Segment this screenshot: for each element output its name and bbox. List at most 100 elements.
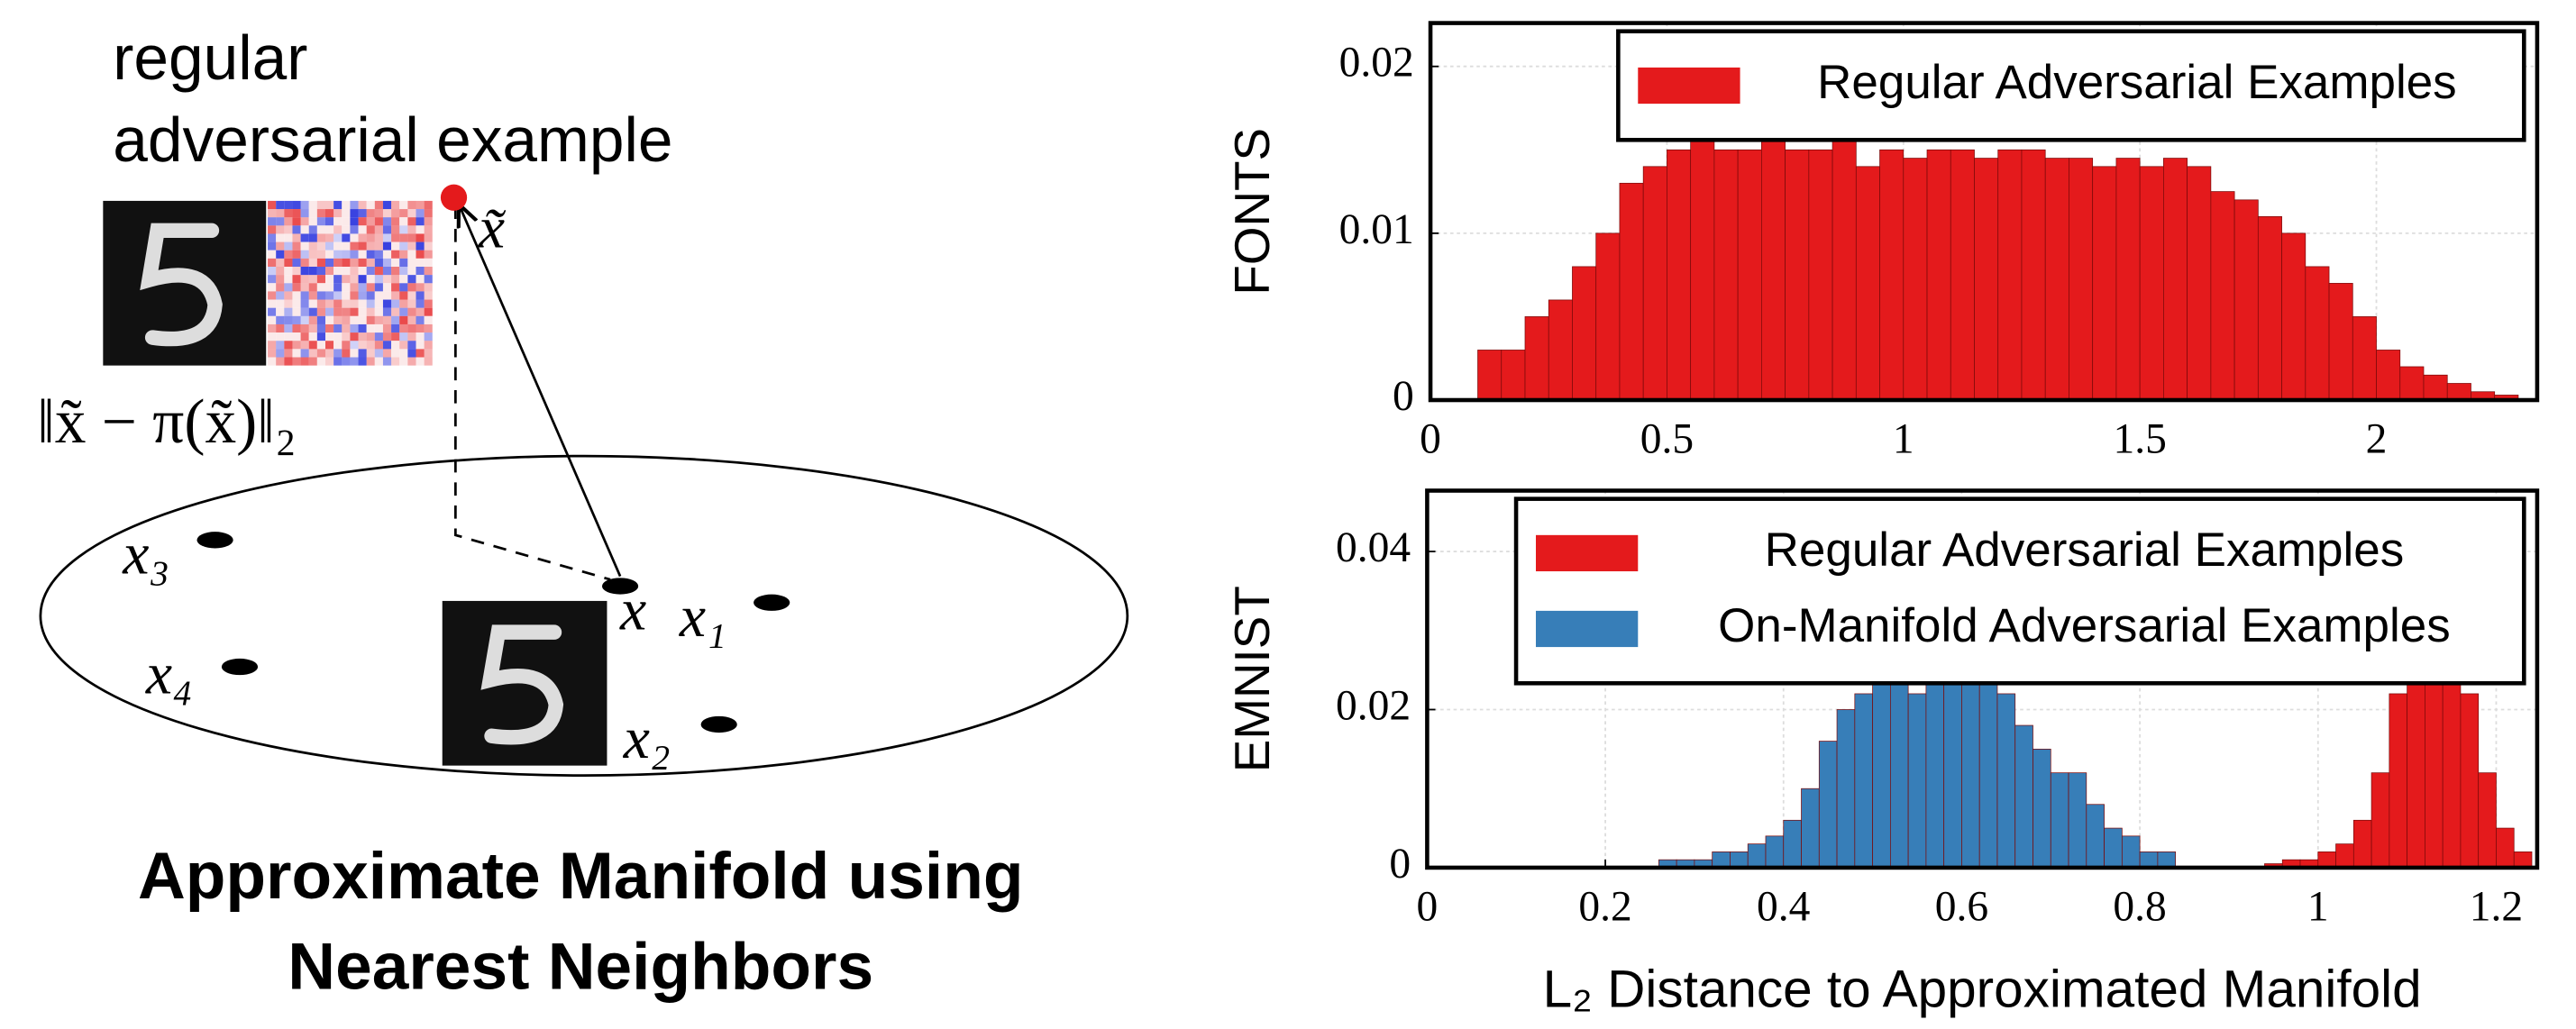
noise-pixel bbox=[399, 267, 408, 276]
noise-pixel bbox=[424, 225, 433, 234]
noise-pixel bbox=[424, 357, 433, 366]
bar bbox=[2068, 772, 2087, 869]
noise-pixel bbox=[308, 275, 317, 284]
noise-pixel bbox=[350, 241, 359, 250]
noise-pixel bbox=[350, 217, 359, 226]
noise-pixel bbox=[268, 233, 277, 242]
noise-pixel bbox=[407, 233, 416, 242]
bar bbox=[2104, 827, 2123, 869]
noise-pixel bbox=[366, 217, 375, 226]
noise-pixel bbox=[292, 341, 301, 350]
noise-pixel bbox=[358, 200, 367, 210]
noise-pixel bbox=[399, 307, 408, 316]
noise-pixel bbox=[350, 299, 359, 308]
noise-pixel bbox=[358, 217, 367, 226]
noise-pixel bbox=[284, 250, 293, 259]
noise-pixel bbox=[308, 241, 317, 250]
noise-pixel bbox=[292, 283, 301, 292]
noise-pixel bbox=[358, 291, 367, 300]
noise-pixel bbox=[284, 315, 293, 324]
y-axis-label: EMNIST bbox=[1224, 586, 1280, 772]
bar bbox=[1855, 166, 1880, 401]
noise-pixel bbox=[416, 357, 425, 366]
projection bbox=[453, 205, 611, 581]
noise-pixel bbox=[316, 241, 326, 250]
noise-pixel bbox=[366, 357, 375, 366]
noise-pixel bbox=[366, 341, 375, 350]
noise-pixel bbox=[416, 233, 425, 242]
noise-pixel bbox=[342, 315, 351, 324]
bar bbox=[1879, 149, 1905, 401]
noise-pixel bbox=[300, 291, 309, 300]
bar bbox=[1667, 149, 1692, 401]
bar bbox=[2210, 191, 2235, 401]
bar bbox=[1642, 166, 1667, 401]
noise-pixel bbox=[407, 258, 416, 268]
noise-pixel bbox=[342, 357, 351, 366]
noise-pixel bbox=[325, 341, 334, 350]
noise-pixel bbox=[350, 332, 359, 341]
noise-pixel bbox=[333, 291, 343, 300]
legend-box bbox=[1616, 29, 2526, 142]
noise-pixel bbox=[268, 250, 277, 259]
bar bbox=[1997, 149, 2023, 401]
noise-pixel bbox=[300, 275, 309, 284]
noise-pixel bbox=[284, 267, 293, 276]
noise-pixel bbox=[300, 241, 309, 250]
noise-pixel bbox=[342, 332, 351, 341]
noise-pixel bbox=[333, 323, 343, 333]
noise-pixel bbox=[382, 291, 392, 300]
noise-pixel bbox=[399, 315, 408, 324]
bar bbox=[1524, 316, 1549, 401]
noise-pixel bbox=[424, 267, 433, 276]
bar bbox=[1943, 678, 1962, 869]
noise-pixel bbox=[316, 200, 326, 210]
noise-pixel bbox=[333, 217, 343, 226]
bar bbox=[2305, 266, 2330, 401]
noise-pixel bbox=[366, 283, 375, 292]
noise-pixel bbox=[374, 315, 383, 324]
noise-pixel bbox=[325, 241, 334, 250]
noise-pixel bbox=[366, 241, 375, 250]
neighbor bbox=[196, 532, 233, 549]
noise-pixel bbox=[391, 209, 400, 218]
bar bbox=[2376, 350, 2401, 401]
noise-pixel bbox=[308, 233, 317, 242]
noise-pixel bbox=[358, 307, 367, 316]
noise-pixel bbox=[308, 291, 317, 300]
noise-pixel bbox=[391, 241, 400, 250]
noise-pixel bbox=[391, 341, 400, 350]
noise-pixel bbox=[382, 307, 392, 316]
noise-pixel bbox=[284, 283, 293, 292]
noise-pixel bbox=[399, 341, 408, 350]
bar bbox=[1477, 350, 1503, 401]
bar bbox=[1595, 232, 1621, 401]
noise-pixel bbox=[391, 283, 400, 292]
x-tick-label: 0.5 bbox=[1640, 415, 1694, 462]
noise-pixel bbox=[358, 299, 367, 308]
bar bbox=[2478, 772, 2497, 869]
bar bbox=[1765, 835, 1785, 869]
x-tick-label: 1 bbox=[2307, 883, 2329, 930]
noise-pixel bbox=[350, 307, 359, 316]
noise-pixel bbox=[300, 341, 309, 350]
noise-pixel bbox=[300, 332, 309, 341]
legend-label: Regular Adversarial Examples bbox=[1765, 524, 2405, 577]
bar bbox=[1619, 182, 1644, 401]
noise-pixel bbox=[342, 349, 351, 358]
noise-pixel bbox=[284, 233, 293, 242]
noise-pixel bbox=[276, 323, 285, 333]
noise-pixel bbox=[308, 323, 317, 333]
noise-pixel bbox=[358, 315, 367, 324]
bar bbox=[2044, 158, 2069, 401]
noise-pixel bbox=[424, 315, 433, 324]
noise-pixel bbox=[407, 291, 416, 300]
bar bbox=[1926, 149, 1951, 401]
noise-pixel bbox=[342, 341, 351, 350]
bar bbox=[1961, 661, 1980, 869]
noise-pixel bbox=[416, 315, 425, 324]
bar bbox=[2021, 149, 2046, 401]
noise-pixel bbox=[374, 233, 383, 242]
noise-pixel bbox=[382, 349, 392, 358]
noise-pixel bbox=[407, 349, 416, 358]
